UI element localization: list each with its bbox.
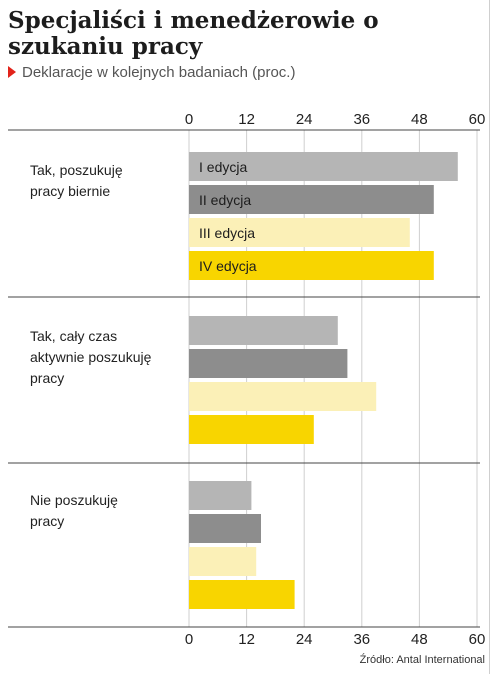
category-label: aktywnie poszukuję [30,349,152,365]
bar [189,218,410,247]
category-label: pracy biernie [30,183,110,199]
x-tick-label-top: 24 [296,111,313,128]
bar [189,251,434,280]
subtitle-text: Deklaracje w kolejnych badaniach (proc.) [22,64,296,81]
category-label: Nie poszukuję [30,492,118,508]
chart-title: Specjaliści i menedżerowie o szukaniu pr… [8,7,379,60]
x-tick-label-top: 12 [238,111,255,128]
series-label: II edycja [199,192,251,208]
bar [189,316,338,345]
series-label: IV edycja [199,258,257,274]
x-tick-label-bottom: 48 [411,631,428,648]
x-tick-label-top: 48 [411,111,428,128]
bar [189,514,261,543]
bar [189,152,458,181]
bar [189,547,257,576]
x-tick-label-bottom: 12 [238,631,255,648]
category-label: pracy [30,370,64,386]
bar [189,481,252,510]
x-tick-label-top: 36 [353,111,370,128]
x-tick-label-top: 60 [469,111,486,128]
x-tick-label-bottom: 60 [469,631,486,648]
category-label: Tak, poszukuję [30,162,123,178]
bar [189,415,314,444]
x-tick-label-bottom: 36 [353,631,370,648]
triangle-bullet-icon [8,66,16,78]
bar [189,349,348,378]
series-label: I edycja [199,159,247,175]
x-tick-label-bottom: 24 [296,631,313,648]
chart-subtitle: Deklaracje w kolejnych badaniach (proc.) [8,64,295,81]
category-label: pracy [30,513,64,529]
bar [189,382,377,411]
category-label: Tak, cały czas [30,328,117,344]
source-note: Źródło: Antal International [359,654,485,666]
bar [189,580,295,609]
bar [189,185,434,214]
x-tick-label-bottom: 0 [185,631,193,648]
x-tick-label-top: 0 [185,111,193,128]
series-label: III edycja [199,225,255,241]
